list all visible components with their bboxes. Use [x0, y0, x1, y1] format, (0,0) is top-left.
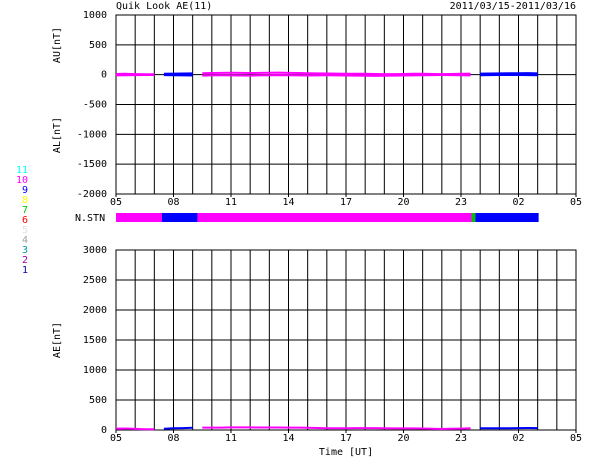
station-legend-label: 4 [22, 235, 28, 246]
y-tick-label: -1000 [77, 129, 107, 140]
station-segment [471, 213, 476, 222]
y-tick-label: -1500 [77, 159, 107, 170]
y-tick-label: 500 [89, 40, 107, 51]
station-segment [116, 213, 162, 222]
station-legend-label: 8 [22, 195, 28, 206]
y-tick-label: 1000 [83, 365, 107, 376]
station-legend-label: 2 [22, 255, 28, 266]
x-tick-label: 11 [225, 197, 237, 208]
x-tick-label: 14 [282, 197, 294, 208]
x-tick-label: 02 [512, 433, 524, 444]
y-tick-label: 2000 [83, 305, 107, 316]
data-line [480, 72, 538, 75]
y-tick-label: 0 [101, 425, 107, 436]
y-tick-label: 1000 [83, 10, 107, 21]
x-tick-label: 02 [512, 197, 524, 208]
x-tick-label: 08 [167, 197, 179, 208]
x-tick-label: 17 [340, 433, 352, 444]
station-segment [197, 213, 472, 222]
y-axis-title: AU[nT] [52, 27, 63, 63]
y-axis-title: AL[nT] [52, 117, 63, 153]
data-line [163, 426, 193, 430]
x-tick-label: 17 [340, 197, 352, 208]
date-range: 2011/03/15-2011/03/16 [450, 1, 576, 12]
y-tick-label: -2000 [77, 189, 107, 200]
x-tick-label: 05 [110, 197, 122, 208]
y-tick-label: 0 [101, 70, 107, 81]
station-legend-label: 6 [22, 215, 28, 226]
station-legend-label: 11 [16, 165, 28, 176]
x-tick-label: 20 [397, 197, 409, 208]
y-tick-label: 2500 [83, 275, 107, 286]
data-line [202, 73, 471, 77]
station-label: N.STN [75, 213, 105, 224]
y-tick-label: -500 [83, 100, 107, 111]
x-tick-label: 05 [570, 433, 582, 444]
chart-title: Quik Look AE(11) [116, 1, 212, 12]
x-tick-label: 23 [455, 197, 467, 208]
data-line [202, 71, 471, 76]
x-tick-label: 20 [397, 433, 409, 444]
station-legend-label: 1 [22, 265, 28, 276]
x-tick-label: 05 [570, 197, 582, 208]
y-tick-label: 500 [89, 395, 107, 406]
station-segment [475, 213, 539, 222]
y-axis-title: AE[nT] [52, 322, 63, 358]
station-legend-label: 7 [22, 205, 28, 216]
data-line [115, 427, 155, 431]
station-legend-label: 9 [22, 185, 28, 196]
y-tick-label: 3000 [83, 245, 107, 256]
y-tick-label: 1500 [83, 335, 107, 346]
x-tick-label: 23 [455, 433, 467, 444]
station-legend-label: 10 [16, 175, 28, 186]
x-axis-title: Time [UT] [319, 447, 373, 458]
x-tick-label: 14 [282, 433, 294, 444]
x-tick-label: 11 [225, 433, 237, 444]
station-segment [162, 213, 198, 222]
x-tick-label: 08 [167, 433, 179, 444]
x-tick-label: 05 [110, 433, 122, 444]
station-legend-label: 5 [22, 225, 28, 236]
station-legend-label: 3 [22, 245, 28, 256]
data-line [202, 426, 471, 431]
